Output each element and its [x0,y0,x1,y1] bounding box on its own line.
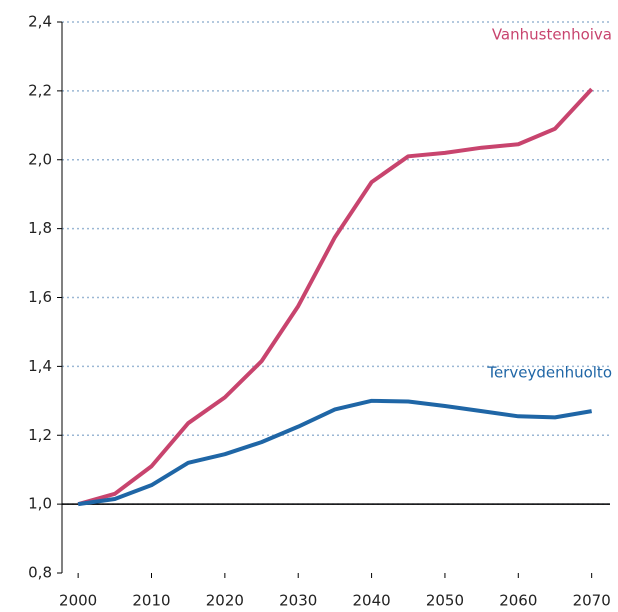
series-line [77,398,592,507]
y-tick-label: 1,0 [28,495,52,513]
y-tick-label: 2,4 [28,13,52,31]
y-tick-label: 0,8 [28,564,52,582]
x-tick-label: 2070 [573,592,611,610]
y-tick-label: 2,0 [28,150,52,168]
x-tick-label: 2000 [59,592,97,610]
x-tick-label: 2010 [132,592,170,610]
x-tick-label: 2030 [279,592,317,610]
y-tick-label: 1,8 [28,219,52,237]
y-tick-label: 1,6 [28,288,52,306]
y-tick-label: 2,2 [28,81,52,99]
y-tick-label: 1,2 [28,426,52,444]
y-tick-label: 1,4 [28,357,52,375]
series-label: Vanhustenhoiva [492,26,612,44]
x-tick-label: 2060 [499,592,537,610]
x-tick-label: 2040 [352,592,390,610]
series-label: Terveydenhuolto [486,364,612,382]
series-line [77,87,594,507]
x-tick-label: 2020 [206,592,244,610]
x-tick-label: 2050 [426,592,464,610]
